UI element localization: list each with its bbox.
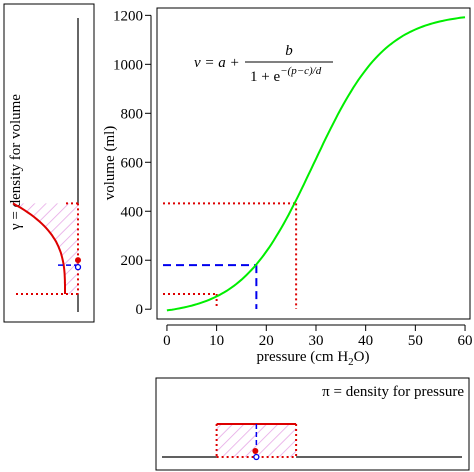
y-axis-ticks: 0 200 400 600 800 1000 1200 [113, 8, 152, 318]
y-tick-label: 1200 [113, 8, 143, 24]
x-tick-label: 20 [259, 333, 274, 349]
x-tick-label: 30 [308, 333, 323, 349]
y-tick-label: 1000 [113, 57, 143, 73]
y-tick-label: 800 [121, 106, 144, 122]
bottom-red-dot [252, 448, 259, 454]
y-tick-label: 400 [121, 204, 144, 220]
main-plot-frame [156, 7, 471, 320]
left-panel-label: γ = density for volume [8, 94, 24, 231]
x-tick-label: 50 [408, 333, 423, 349]
x-tick-label: 10 [209, 333, 224, 349]
bottom-blue-dot [253, 453, 260, 461]
y-tick-label: 200 [121, 253, 144, 269]
left-density-curve [12, 202, 66, 294]
guide-lines [163, 202, 298, 309]
svg-text:b: b [285, 43, 293, 59]
equation: v = a + b 1 + e−(p−c)/d [194, 43, 333, 85]
left-density-hatch [13, 203, 78, 295]
volume-density [12, 18, 82, 312]
left-panel-frame [3, 3, 95, 323]
bottom-panel-frame [155, 377, 470, 471]
x-axis-label: pressure (cm H2O) [257, 349, 370, 368]
volume-pressure-curve [166, 16, 466, 312]
svg-text:v = a +: v = a + [194, 55, 240, 71]
y-tick-label: 0 [136, 302, 144, 318]
x-tick-label: 60 [458, 333, 473, 349]
left-blue-dot [74, 263, 82, 271]
left-red-dot [75, 257, 81, 264]
bottom-panel-label: π = density for pressure [322, 384, 464, 400]
pressure-density [162, 423, 462, 461]
y-tick-label: 600 [121, 155, 144, 171]
x-tick-label: 0 [163, 333, 171, 349]
y-axis-label: volume (ml) [102, 126, 118, 201]
x-axis-ticks: 0 10 20 30 40 50 60 [163, 324, 473, 349]
svg-text:1 + e−(p−c)/d: 1 + e−(p−c)/d [250, 65, 322, 85]
x-tick-label: 40 [358, 333, 373, 349]
